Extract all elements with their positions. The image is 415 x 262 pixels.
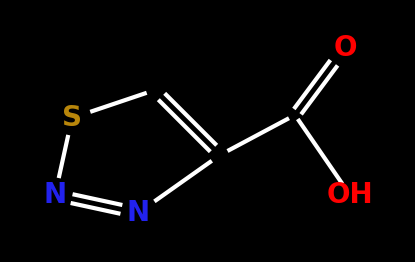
Text: N: N <box>127 199 149 227</box>
Text: O: O <box>333 34 357 62</box>
Text: S: S <box>62 104 82 132</box>
Text: OH: OH <box>327 181 374 209</box>
Text: N: N <box>44 181 66 209</box>
